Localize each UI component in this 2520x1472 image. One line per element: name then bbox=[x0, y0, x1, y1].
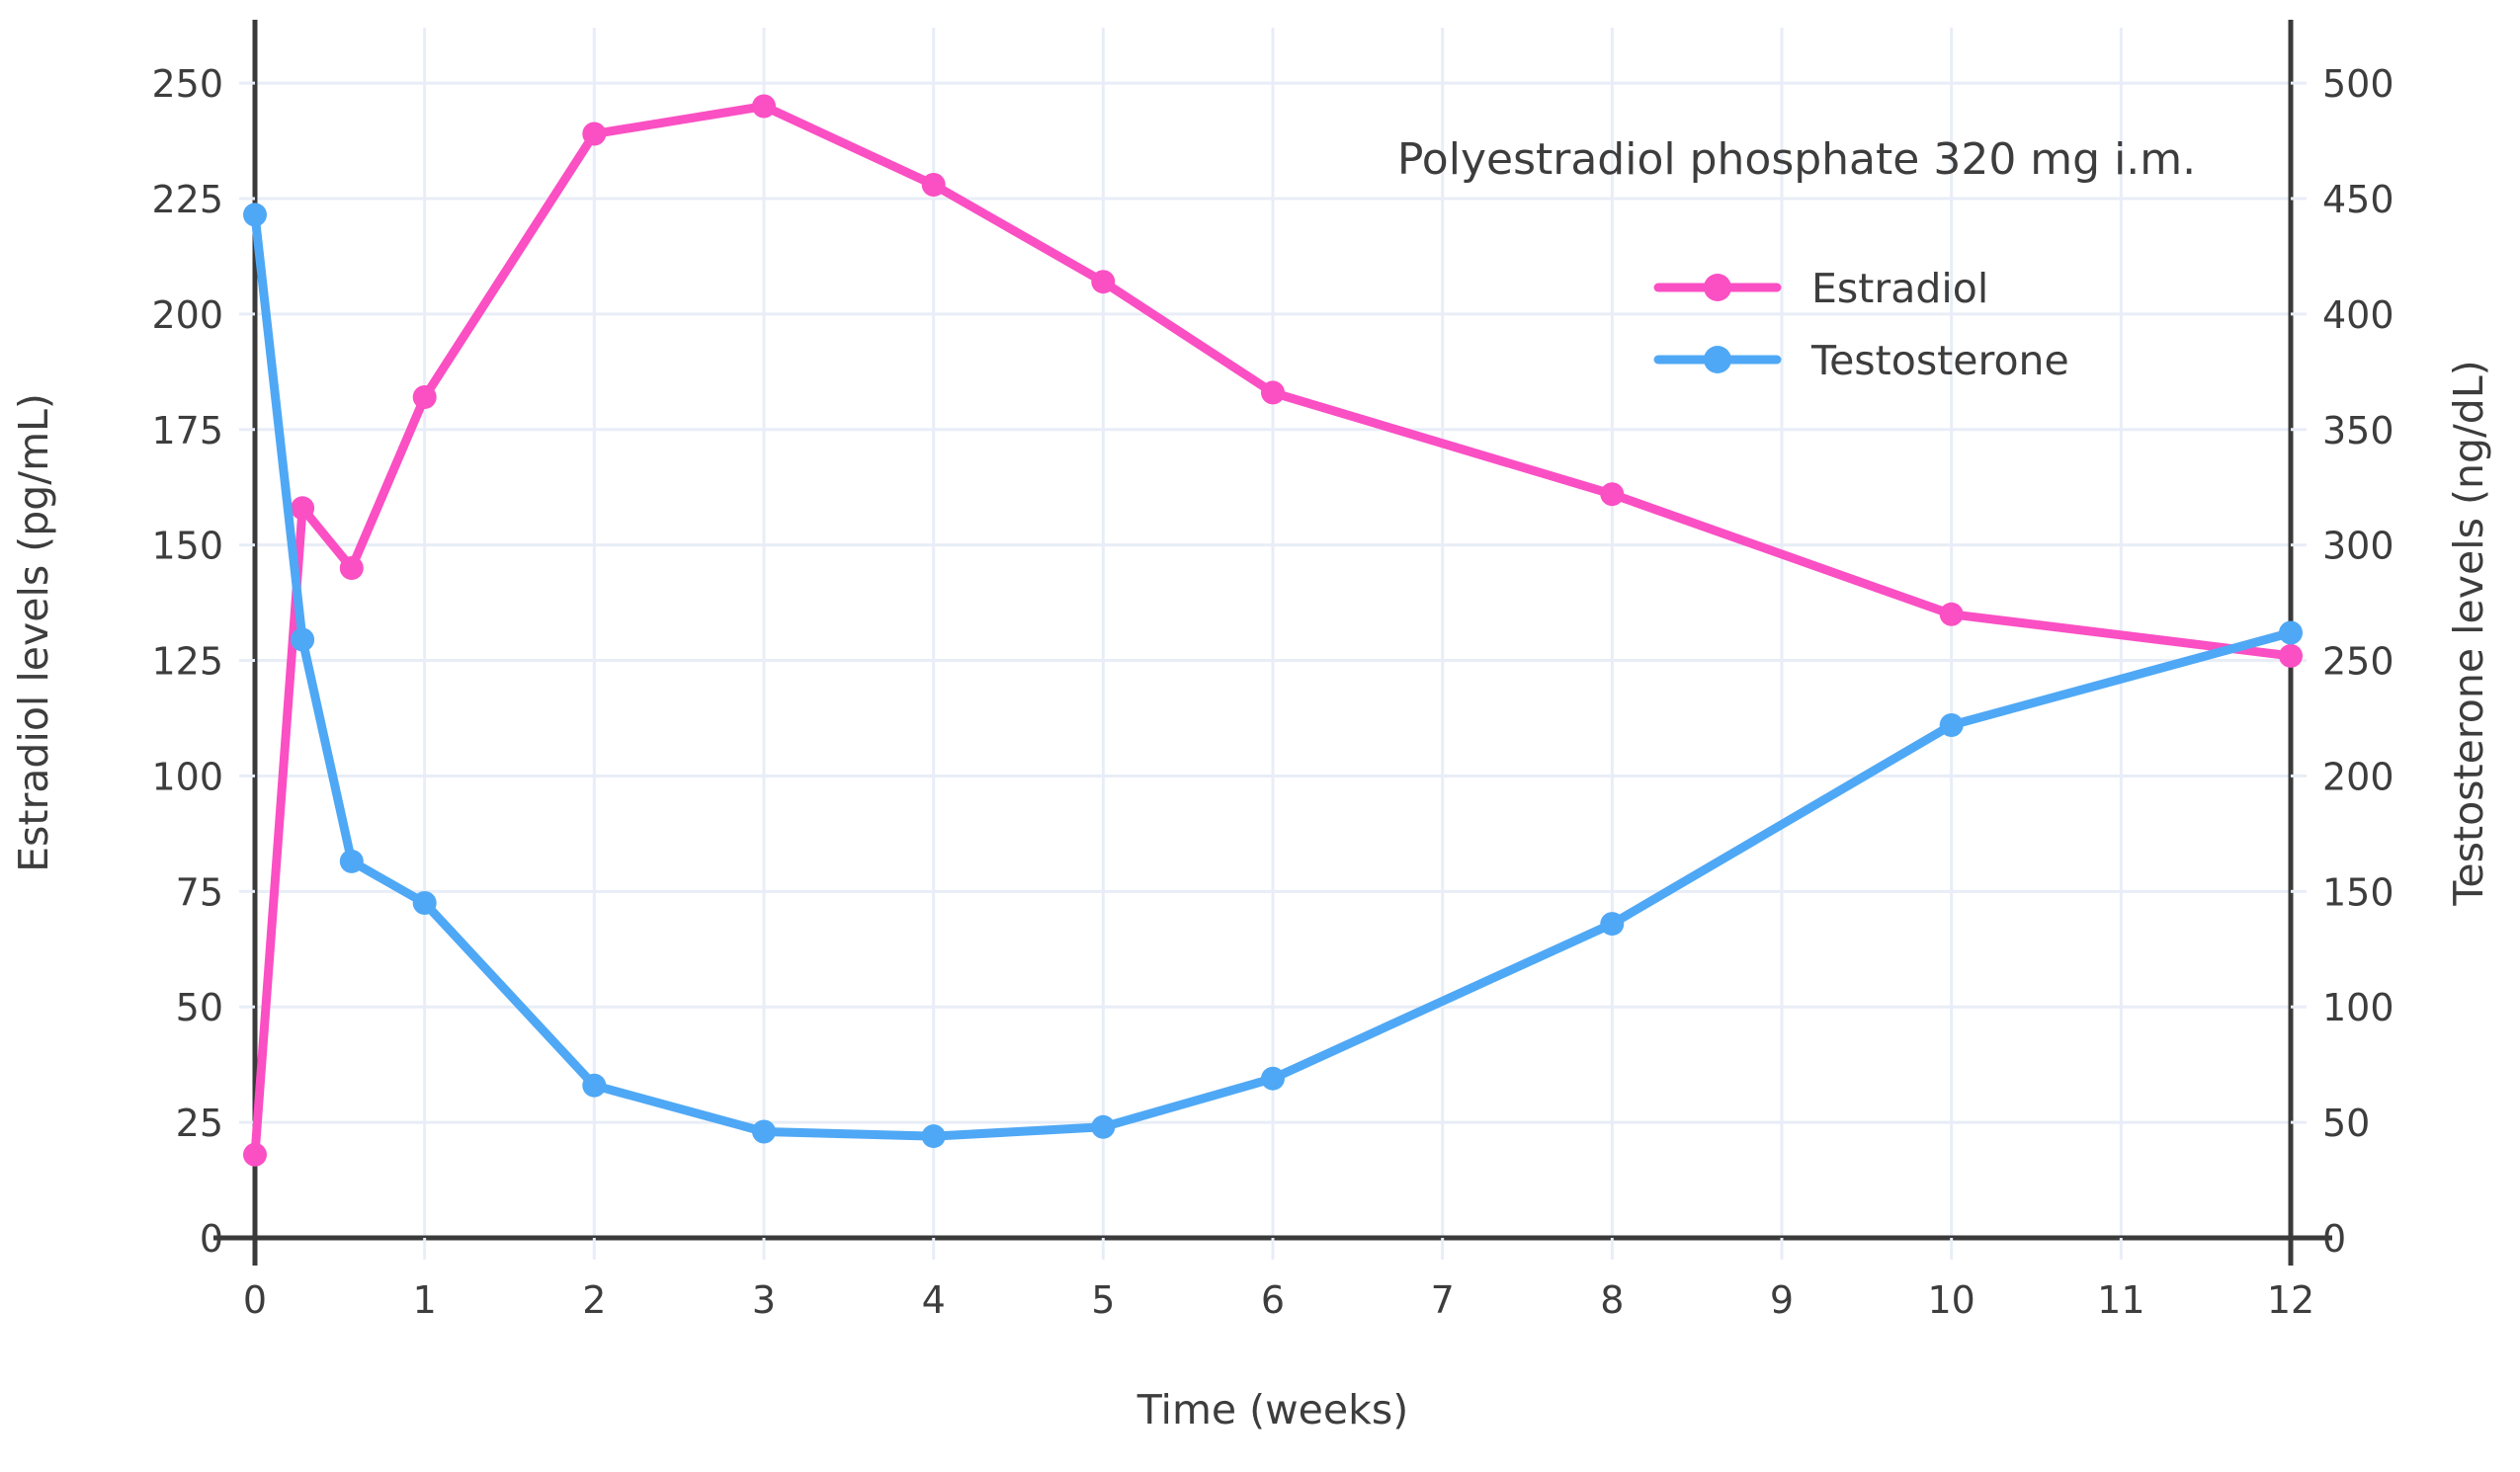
series-estradiol bbox=[243, 94, 2303, 1167]
x-tick-label: 10 bbox=[1927, 1278, 1974, 1322]
legend-marker bbox=[1704, 346, 1731, 373]
data-point-estradiol[interactable] bbox=[1261, 380, 1285, 405]
x-tick-label: 3 bbox=[752, 1278, 776, 1322]
x-tick-label: 7 bbox=[1431, 1278, 1455, 1322]
x-tick-label: 4 bbox=[922, 1278, 946, 1322]
x-tick-label: 5 bbox=[1091, 1278, 1115, 1322]
y-tick-label-left: 100 bbox=[151, 755, 223, 798]
legend-item[interactable]: Estradiol bbox=[1653, 265, 1988, 312]
y-tick-label-right: 150 bbox=[2322, 870, 2394, 914]
data-point-testosterone[interactable] bbox=[339, 849, 364, 873]
axis-titles: Estradiol levels (pg/mL) Testosterone lev… bbox=[10, 360, 2492, 1433]
legend-label: Estradiol bbox=[1811, 265, 1988, 312]
axis-ticks: 0255075100125150175200225250050100150200… bbox=[151, 62, 2394, 1322]
y-tick-label-right: 500 bbox=[2322, 62, 2394, 106]
data-point-estradiol[interactable] bbox=[339, 556, 364, 580]
y-tick-label-right: 50 bbox=[2322, 1102, 2370, 1145]
chart-annotation: Polyestradiol phosphate 320 mg i.m. bbox=[1397, 134, 2196, 185]
data-point-estradiol[interactable] bbox=[1600, 482, 1625, 507]
data-point-testosterone[interactable] bbox=[582, 1073, 607, 1098]
data-point-testosterone[interactable] bbox=[921, 1124, 946, 1149]
data-point-estradiol[interactable] bbox=[2279, 643, 2303, 668]
data-point-estradiol[interactable] bbox=[1939, 602, 1964, 626]
legend-label: Testosterone bbox=[1810, 337, 2069, 384]
y-tick-label-left: 150 bbox=[151, 525, 223, 568]
y-axis-label-left: Estradiol levels (pg/mL) bbox=[10, 393, 57, 872]
data-point-testosterone[interactable] bbox=[291, 627, 315, 652]
y-tick-label-left: 75 bbox=[176, 870, 223, 914]
data-point-testosterone[interactable] bbox=[1600, 912, 1625, 937]
y-tick-label-left: 25 bbox=[176, 1102, 223, 1145]
series-testosterone bbox=[243, 203, 2303, 1149]
x-tick-label: 2 bbox=[582, 1278, 606, 1322]
y-axis-label-right: Testosterone levels (ng/dL) bbox=[2445, 360, 2492, 906]
data-point-testosterone[interactable] bbox=[1091, 1114, 1116, 1139]
x-tick-label: 11 bbox=[2097, 1278, 2144, 1322]
x-tick-label: 9 bbox=[1770, 1278, 1794, 1322]
data-point-testosterone[interactable] bbox=[412, 891, 437, 915]
data-point-testosterone[interactable] bbox=[752, 1119, 776, 1144]
data-point-estradiol[interactable] bbox=[752, 94, 776, 119]
data-point-estradiol[interactable] bbox=[243, 1142, 267, 1167]
x-tick-label: 12 bbox=[2267, 1278, 2314, 1322]
y-tick-label-left: 0 bbox=[200, 1217, 223, 1261]
data-point-testosterone[interactable] bbox=[243, 203, 267, 227]
y-tick-label-right: 350 bbox=[2322, 409, 2394, 452]
series-line-testosterone bbox=[250, 209, 2296, 1141]
y-tick-label-right: 0 bbox=[2322, 1217, 2346, 1261]
y-tick-label-right: 400 bbox=[2322, 293, 2394, 337]
y-tick-label-left: 200 bbox=[151, 293, 223, 337]
data-point-estradiol[interactable] bbox=[921, 173, 946, 197]
data-point-estradiol[interactable] bbox=[582, 122, 607, 146]
legend-marker bbox=[1704, 274, 1731, 301]
y-tick-label-right: 200 bbox=[2322, 755, 2394, 798]
data-point-testosterone[interactable] bbox=[2279, 620, 2303, 645]
y-tick-label-left: 125 bbox=[151, 640, 223, 684]
legend: Estradiol Testosterone bbox=[1653, 265, 2069, 384]
y-tick-label-right: 100 bbox=[2322, 986, 2394, 1029]
grid-lines bbox=[255, 28, 2293, 1238]
x-tick-label: 1 bbox=[413, 1278, 437, 1322]
x-tick-label: 0 bbox=[243, 1278, 267, 1322]
x-axis-label: Time (weeks) bbox=[1136, 1386, 1408, 1433]
chart-title-annotation: Polyestradiol phosphate 320 mg i.m. bbox=[1397, 134, 2196, 185]
series-line-estradiol bbox=[250, 102, 2296, 1160]
y-tick-label-right: 300 bbox=[2322, 525, 2394, 568]
data-point-testosterone[interactable] bbox=[1261, 1066, 1285, 1091]
y-tick-label-left: 250 bbox=[151, 62, 223, 106]
x-tick-label: 8 bbox=[1600, 1278, 1624, 1322]
y-tick-label-right: 250 bbox=[2322, 640, 2394, 684]
y-tick-label-left: 50 bbox=[176, 986, 223, 1029]
y-tick-label-left: 175 bbox=[151, 409, 223, 452]
legend-item[interactable]: Testosterone bbox=[1653, 337, 2069, 384]
data-point-estradiol[interactable] bbox=[1091, 270, 1116, 294]
y-tick-label-left: 225 bbox=[151, 178, 223, 221]
data-point-estradiol[interactable] bbox=[412, 385, 437, 409]
data-point-estradiol[interactable] bbox=[291, 496, 315, 521]
y-tick-label-right: 450 bbox=[2322, 178, 2394, 221]
x-tick-label: 6 bbox=[1261, 1278, 1285, 1322]
data-point-testosterone[interactable] bbox=[1939, 713, 1964, 737]
